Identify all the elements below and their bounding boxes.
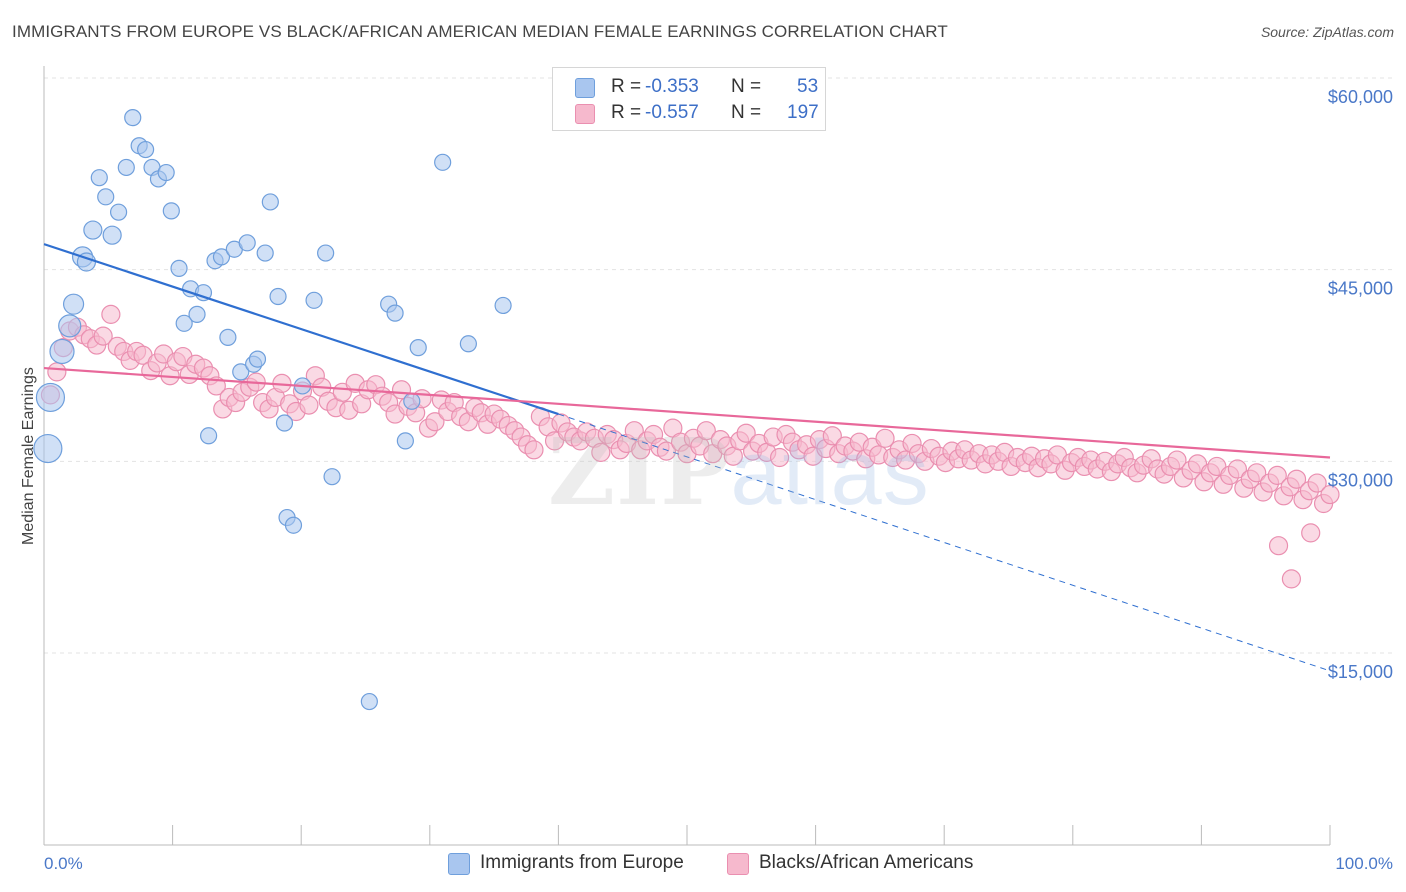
europe-point — [248, 350, 267, 368]
europe-n-value: 53 — [797, 76, 819, 97]
y-tick-label: $15,000 — [1328, 662, 1393, 682]
r-label: R = — [611, 102, 642, 123]
europe-point — [162, 202, 180, 220]
europe-point — [219, 328, 237, 346]
europe-point — [386, 304, 404, 322]
europe-point — [188, 305, 206, 323]
europe-point — [194, 284, 213, 302]
black-point — [47, 362, 67, 382]
europe-point — [212, 248, 231, 266]
europe-point — [117, 158, 135, 177]
europe-point — [232, 363, 250, 381]
europe-trend-line — [43, 243, 559, 416]
europe-point — [409, 339, 427, 357]
series-immigrants-from-europe-points — [33, 109, 512, 711]
europe-point — [305, 291, 323, 309]
black-point — [1286, 469, 1307, 489]
tick-labels: $15,000 $30,000 $45,000 $60,000 0.0% 100.0% — [44, 87, 1393, 873]
black-point — [1167, 450, 1187, 470]
black-point — [591, 442, 611, 462]
europe-point — [261, 193, 279, 211]
y-tick-label: $30,000 — [1328, 470, 1393, 490]
black-point — [1227, 459, 1248, 479]
x-tick-label: 0.0% — [44, 854, 83, 873]
europe-point — [35, 382, 66, 413]
black-point — [1307, 473, 1327, 493]
europe-point — [403, 392, 421, 410]
black-point — [1247, 463, 1267, 483]
chart-source: Source: ZipAtlas.com — [1260, 24, 1394, 40]
europe-legend-swatch — [448, 853, 470, 875]
black-point — [425, 412, 445, 432]
europe-legend-label: Immigrants from Europe — [480, 852, 684, 873]
black-point — [1268, 536, 1289, 556]
black-point — [822, 426, 842, 446]
europe-point — [494, 296, 512, 315]
europe-point — [109, 203, 128, 221]
black-point — [769, 447, 790, 468]
black-r-value: -0.557 — [645, 102, 699, 123]
europe-point — [284, 516, 303, 534]
europe-swatch — [575, 78, 595, 98]
europe-point — [97, 188, 115, 206]
europe-point — [396, 432, 414, 450]
europe-point — [170, 259, 188, 277]
europe-point — [90, 169, 108, 187]
black-point — [1301, 523, 1321, 543]
europe-point — [136, 140, 155, 159]
black-point — [1281, 569, 1302, 589]
black-point — [524, 440, 544, 460]
black-point — [696, 421, 716, 441]
n-label: N = — [731, 76, 762, 97]
europe-point — [102, 225, 122, 245]
europe-point — [269, 287, 287, 306]
y-tick-label: $60,000 — [1328, 87, 1393, 107]
black-n-value: 197 — [787, 102, 819, 123]
europe-point — [238, 234, 256, 252]
correlation-legend: R = -0.353 N = 53 R = -0.557 N = 197 — [552, 67, 826, 131]
black-swatch — [575, 104, 595, 124]
europe-r-value: -0.353 — [645, 76, 699, 97]
europe-point — [256, 244, 274, 262]
black-point — [1267, 465, 1287, 485]
black-point — [736, 423, 756, 443]
y-tick-label: $45,000 — [1328, 279, 1393, 299]
n-label: N = — [731, 102, 762, 123]
black-legend-swatch — [727, 853, 749, 875]
europe-point — [459, 335, 477, 353]
black-legend-label: Blacks/African Americans — [759, 852, 974, 873]
black-point — [1320, 484, 1340, 505]
europe-point — [360, 692, 378, 711]
black-point — [101, 304, 121, 324]
europe-point — [83, 220, 103, 240]
europe-point — [33, 433, 63, 464]
trend-lines — [43, 243, 1331, 672]
europe-point — [275, 414, 294, 432]
black-point — [299, 395, 319, 415]
chart-title: IMMIGRANTS FROM EUROPE VS BLACK/AFRICAN … — [12, 22, 948, 41]
europe-trend-extension — [558, 413, 1331, 672]
black-point — [93, 326, 113, 346]
y-axis-label: Median Female Earnings — [20, 367, 37, 545]
europe-point — [49, 338, 75, 365]
europe-point — [62, 293, 85, 315]
r-label: R = — [611, 76, 642, 97]
black-point — [875, 428, 895, 448]
europe-point — [58, 314, 82, 338]
black-point — [656, 441, 677, 461]
europe-point — [124, 109, 142, 127]
europe-point — [157, 163, 175, 182]
europe-point — [175, 314, 193, 332]
x-tick-label: 100.0% — [1335, 854, 1393, 873]
europe-point — [317, 244, 335, 262]
europe-point — [434, 153, 452, 171]
black-trend-line — [43, 366, 1331, 459]
europe-point — [200, 427, 218, 445]
series-black-african-american-points — [40, 304, 1340, 589]
europe-point — [323, 468, 341, 486]
